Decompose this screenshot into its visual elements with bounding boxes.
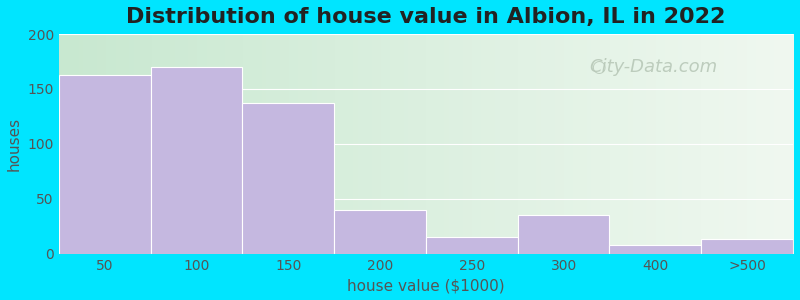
Bar — [150, 67, 242, 254]
Bar — [610, 245, 702, 254]
Text: ○: ○ — [591, 58, 606, 76]
Bar — [702, 239, 793, 254]
Y-axis label: houses: houses — [7, 117, 22, 171]
Bar — [334, 210, 426, 254]
Text: City-Data.com: City-Data.com — [590, 58, 718, 76]
Bar — [518, 215, 610, 254]
Title: Distribution of house value in Albion, IL in 2022: Distribution of house value in Albion, I… — [126, 7, 726, 27]
X-axis label: house value ($1000): house value ($1000) — [347, 278, 505, 293]
Bar — [58, 75, 150, 254]
Bar — [426, 237, 518, 254]
Bar — [242, 103, 334, 254]
